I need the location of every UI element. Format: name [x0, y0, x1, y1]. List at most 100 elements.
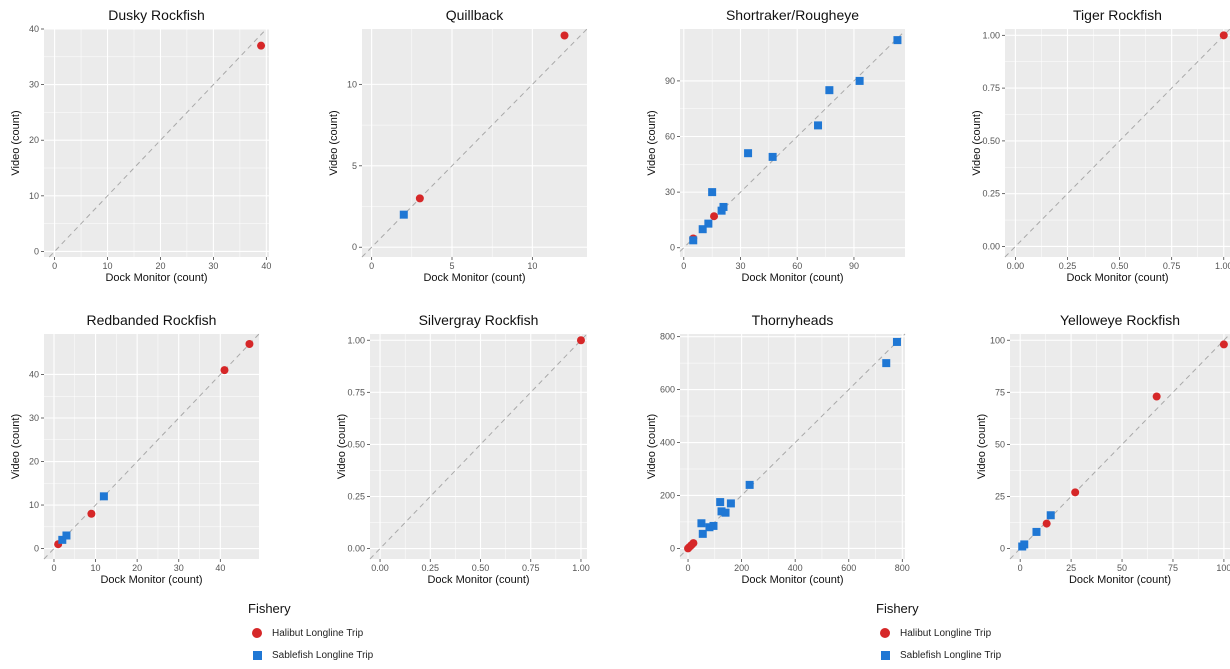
data-point-halibut	[1219, 31, 1228, 40]
y-tick-label: 5	[352, 161, 357, 171]
y-tick-label: 100	[990, 335, 1005, 345]
y-tick-label: 75	[995, 387, 1005, 397]
x-tick-label: 20	[132, 563, 142, 573]
panel-tiger-rockfish: 0.00 0.25 0.50 0.75 1.00 0.00 0.25 0.50 0.75 1.00…	[971, 7, 1230, 284]
x-axis-title: Dock Monitor (count)	[427, 574, 529, 586]
data-point-halibut	[245, 340, 254, 349]
x-tick-label: 1.00	[572, 563, 590, 573]
data-point-sablefish	[855, 76, 864, 85]
data-point-sablefish	[1046, 511, 1055, 520]
legend-label-sablefish: Sablefish Longline Trip	[272, 649, 374, 661]
plot-background	[44, 29, 269, 257]
x-tick-label: 0.50	[472, 563, 490, 573]
x-tick-label: 600	[841, 563, 856, 573]
data-point-sablefish	[708, 188, 717, 197]
x-tick-label: 60	[792, 261, 802, 271]
x-tick-label: 0.75	[1163, 261, 1181, 271]
data-point-sablefish	[893, 36, 902, 45]
data-point-sablefish	[717, 507, 726, 516]
x-tick-label: 40	[261, 261, 271, 271]
x-tick-label: 0.25	[422, 563, 440, 573]
x-tick-label: 10	[527, 261, 537, 271]
data-point-sablefish	[99, 492, 108, 501]
data-point-halibut	[87, 509, 96, 518]
y-tick-label: 0.50	[347, 439, 365, 449]
panel-dusky-rockfish: 0 10 20 30 40 0 10 20 30 40 Dusky Rockfish Dock Mon…	[10, 7, 271, 284]
panel-shortraker-rougheye: 0 30 60 90 0 30 60 90 Shortraker/Rougheye Dock Mo…	[646, 7, 906, 284]
legend-item-halibut: Halibut Longline Trip	[248, 622, 373, 644]
data-point-sablefish	[726, 499, 735, 508]
panel-title: Yelloweye Rockfish	[1060, 312, 1180, 328]
y-tick-label: 30	[29, 80, 39, 90]
data-point-halibut	[560, 31, 569, 40]
y-tick-label: 200	[660, 490, 675, 500]
y-tick-label: 0.25	[347, 492, 365, 502]
x-tick-label: 20	[155, 261, 165, 271]
x-tick-label: 0	[51, 563, 56, 573]
panel-title: Tiger Rockfish	[1073, 7, 1162, 23]
identity-line	[48, 28, 267, 258]
x-axis-title: Dock Monitor (count)	[1069, 574, 1171, 586]
y-axis-title: Video (count)	[646, 110, 658, 175]
x-tick-label: 90	[849, 261, 859, 271]
x-tick-label: 0.00	[371, 563, 389, 573]
y-tick-label: 30	[665, 187, 675, 197]
identity-line	[679, 333, 906, 557]
identity-line	[43, 333, 260, 560]
data-point-halibut	[1219, 340, 1228, 349]
data-point-sablefish	[768, 152, 777, 161]
data-point-sablefish	[697, 519, 706, 528]
y-tick-label: 0	[34, 544, 39, 554]
data-point-sablefish	[58, 535, 67, 544]
data-point-sablefish	[399, 210, 408, 219]
y-axis-title: Video (count)	[10, 110, 22, 175]
data-point-halibut	[415, 194, 424, 203]
y-tick-label: 0	[352, 242, 357, 252]
panel-title: Shortraker/Rougheye	[726, 7, 859, 23]
y-axis-title: Video (count)	[976, 414, 988, 479]
data-point-sablefish	[744, 149, 753, 158]
y-tick-label: 40	[29, 24, 39, 34]
y-tick-label: 0.50	[982, 136, 1000, 146]
panel-yelloweye-rockfish: 0 25 50 75 100 0 25 50 75 100 Yelloweye Rockfish Do…	[976, 312, 1230, 586]
y-tick-label: 40	[29, 369, 39, 379]
square-marker-icon	[876, 646, 894, 664]
legend-label-halibut: Halibut Longline Trip	[272, 627, 364, 639]
y-tick-label: 0.75	[347, 387, 365, 397]
data-point-sablefish	[62, 531, 71, 540]
y-axis-title: Video (count)	[10, 414, 22, 479]
y-tick-label: 0	[670, 243, 675, 253]
y-tick-label: 25	[995, 492, 1005, 502]
x-tick-label: 30	[174, 563, 184, 573]
circle-marker-icon	[876, 624, 894, 642]
square-marker-icon	[248, 646, 266, 664]
x-tick-label: 50	[1117, 563, 1127, 573]
x-axis-title: Dock Monitor (count)	[741, 272, 843, 284]
panel-redbanded-rockfish: 0 10 20 30 40 0 10 20 30 40 Redbanded Rockfish Dock…	[10, 312, 260, 586]
x-axis-title: Dock Monitor (count)	[105, 272, 207, 284]
data-point-halibut	[257, 41, 266, 50]
x-tick-label: 40	[215, 563, 225, 573]
x-axis-title: Dock Monitor (count)	[100, 574, 202, 586]
panel-silvergray-rockfish: 0.00 0.25 0.50 0.75 1.00 0.00 0.25 0.50 0.75 1.00…	[336, 312, 590, 586]
y-axis-title: Video (count)	[646, 414, 658, 479]
circle-marker-icon	[248, 624, 266, 642]
data-point-sablefish	[709, 521, 718, 530]
x-tick-label: 30	[208, 261, 218, 271]
x-tick-label: 75	[1168, 563, 1178, 573]
y-tick-label: 0.75	[982, 83, 1000, 93]
y-tick-label: 10	[29, 191, 39, 201]
identity-line	[1009, 333, 1230, 560]
x-tick-label: 800	[895, 563, 910, 573]
legend-label-halibut: Halibut Longline Trip	[900, 627, 992, 639]
data-point-sablefish	[698, 225, 707, 234]
y-tick-label: 30	[29, 413, 39, 423]
y-tick-label: 60	[665, 132, 675, 142]
x-tick-label: 10	[91, 563, 101, 573]
identity-line	[679, 30, 906, 252]
y-axis-title: Video (count)	[971, 110, 983, 175]
data-point-halibut	[220, 366, 229, 375]
y-tick-label: 0.25	[982, 189, 1000, 199]
y-axis-title: Video (count)	[328, 110, 340, 175]
